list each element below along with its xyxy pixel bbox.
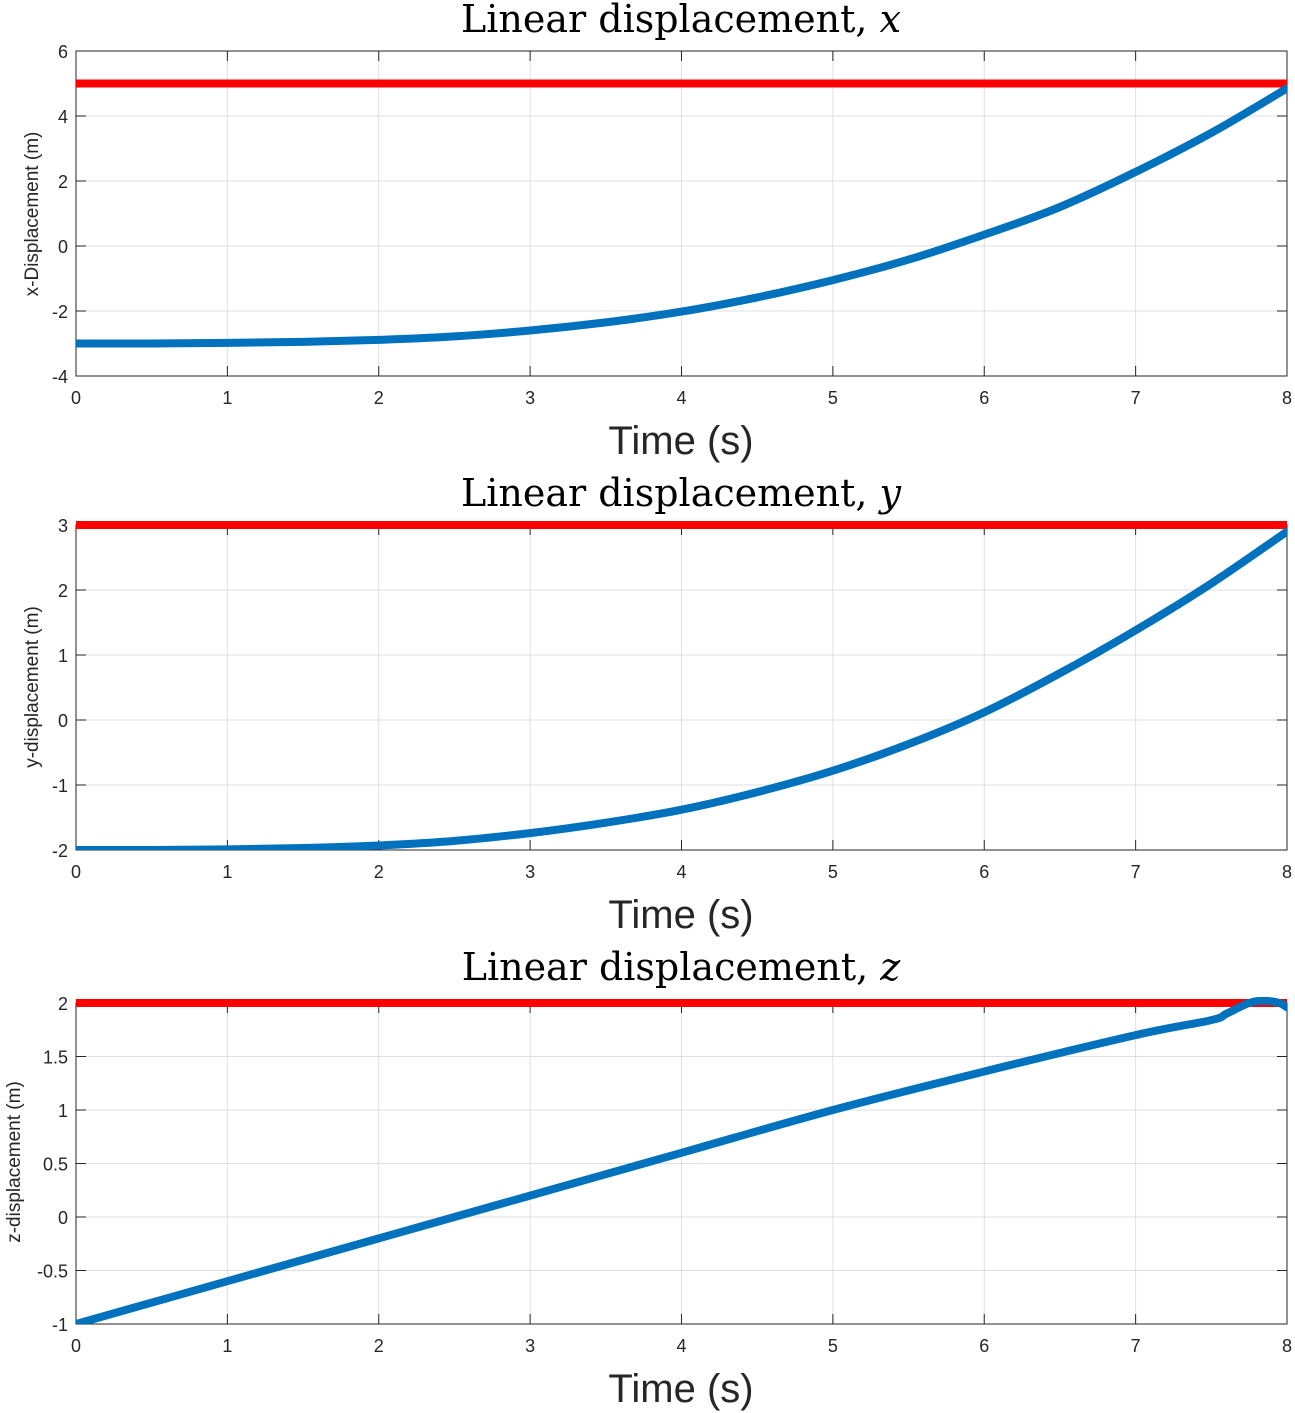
- y-tick-label: 2: [58, 581, 68, 601]
- y-tick-label: -0.5: [37, 1262, 68, 1282]
- x-tick-label: 4: [676, 1336, 686, 1356]
- x-tick-label: 1: [222, 388, 232, 408]
- y-tick-label: 1: [58, 1101, 68, 1121]
- y-tick-label: 6: [58, 42, 68, 62]
- x-tick-label: 6: [979, 862, 989, 882]
- data-series-line: [76, 527, 1287, 850]
- subplot-x-displacement: Linear displacement, x 0 1 2 3 4 5 6 7 8 -4 -2 0 2 4 6…: [22, 0, 1292, 463]
- x-tick-label: 5: [828, 862, 838, 882]
- y-axis-label: x-Displacement (m): [22, 132, 43, 297]
- x-tick-label: 5: [828, 1336, 838, 1356]
- x-tick-label: 2: [374, 388, 384, 408]
- y-tick-label: 0: [58, 237, 68, 257]
- x-tick-label: 7: [1131, 1336, 1141, 1356]
- y-tick-label: -1: [52, 1315, 68, 1335]
- x-tick-label: 8: [1282, 862, 1292, 882]
- x-tick-label: 7: [1131, 862, 1141, 882]
- x-tick-label: 3: [525, 862, 535, 882]
- x-tick-label: 1: [222, 1336, 232, 1356]
- subplot-title: Linear displacement, x: [461, 0, 901, 41]
- y-tick-label: 2: [58, 994, 68, 1014]
- y-tick-label: -2: [52, 841, 68, 861]
- y-tick-label: 0: [58, 711, 68, 731]
- x-axis-label: Time (s): [608, 893, 753, 937]
- x-tick-label: 0: [71, 1336, 81, 1356]
- x-tick-label: 0: [71, 388, 81, 408]
- subplot-z-displacement: Linear displacement, z 0 1 2 3 4 5 6 7 8 -1 -0.5 0 0…: [4, 945, 1292, 1411]
- y-tick-label: 0: [58, 1208, 68, 1228]
- y-tick-label: 1.5: [43, 1048, 68, 1068]
- x-tick-label: 1: [222, 862, 232, 882]
- x-tick-label: 6: [979, 388, 989, 408]
- y-tick-label: 3: [58, 516, 68, 536]
- y-tick-label: 4: [58, 107, 68, 127]
- x-axis-label: Time (s): [608, 419, 753, 463]
- x-tick-label: 7: [1131, 388, 1141, 408]
- y-tick-label: -2: [52, 302, 68, 322]
- x-tick-label: 2: [374, 862, 384, 882]
- x-tick-label: 4: [676, 862, 686, 882]
- x-tick-label: 3: [525, 388, 535, 408]
- x-axis-label: Time (s): [608, 1367, 753, 1411]
- y-tick-label: -4: [52, 367, 68, 387]
- y-axis-label: z-displacement (m): [4, 1081, 25, 1243]
- subplot-title: Linear displacement, z: [462, 945, 902, 989]
- x-tick-label: 8: [1282, 388, 1292, 408]
- subplot-title: Linear displacement, y: [461, 471, 902, 515]
- x-tick-label: 4: [676, 388, 686, 408]
- x-tick-label: 2: [374, 1336, 384, 1356]
- x-tick-label: 6: [979, 1336, 989, 1356]
- y-axis-label: y-displacement (m): [22, 606, 43, 768]
- subplot-y-displacement: Linear displacement, y 0 1 2 3 4 5 6 7 8 -2 -1 0 1 2 3…: [22, 471, 1292, 937]
- data-series-line: [76, 997, 1287, 1324]
- x-tick-label: 8: [1282, 1336, 1292, 1356]
- x-tick-label: 0: [71, 862, 81, 882]
- x-tick-label: 3: [525, 1336, 535, 1356]
- data-series-line: [76, 84, 1287, 348]
- y-tick-label: 1: [58, 646, 68, 666]
- y-tick-label: 0.5: [43, 1155, 68, 1175]
- x-tick-label: 5: [828, 388, 838, 408]
- y-tick-label: -1: [52, 776, 68, 796]
- y-tick-label: 2: [58, 172, 68, 192]
